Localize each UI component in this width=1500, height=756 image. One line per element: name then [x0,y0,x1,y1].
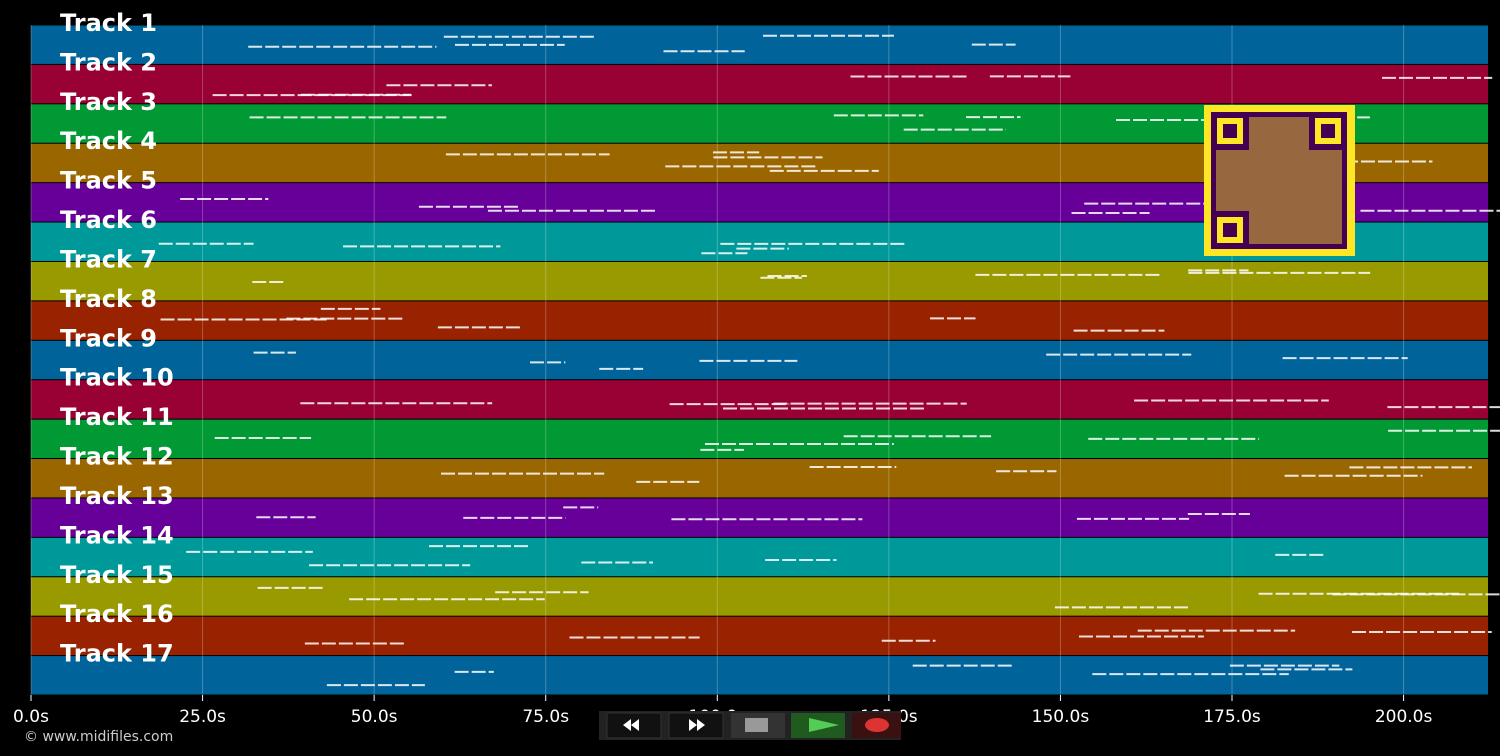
x-tick-label: 0.0s [13,707,49,727]
track-band [31,616,1488,656]
track-label: Track 3 [60,88,157,116]
track-label: Track 17 [60,640,174,668]
track-label: Track 5 [60,167,157,195]
x-tick-label: 25.0s [179,707,226,727]
track-label: Track 14 [60,521,174,549]
x-tick-label: 75.0s [522,707,569,727]
track-label: Track 10 [60,364,174,392]
notes [158,34,1500,687]
track-band [31,380,1488,419]
x-tick-label: 175.0s [1203,707,1261,727]
track-label: Track 8 [60,285,157,313]
track-label: Track 1 [60,9,157,37]
track-band [31,261,1488,301]
track-band [31,25,1488,64]
x-tick-label: 50.0s [351,707,398,727]
track-label: Track 4 [60,127,157,155]
x-tick-label: 200.0s [1375,707,1433,727]
track-label: Track 9 [60,324,157,352]
track-label: Track 13 [60,482,174,510]
track-band [31,577,1488,616]
transport [599,711,901,740]
track-band [31,301,1488,340]
track-band [31,498,1488,537]
credit: © www.midifiles.com [24,729,173,745]
track-label: Track 7 [60,245,157,273]
track-band [31,459,1488,498]
track-labels: Track 1 Track 2 Track 3 Track 4 Track 5 Track… [60,9,174,668]
track-label: Track 6 [60,206,157,234]
x-tick-label: 150.0s [1032,707,1090,727]
track-label: Track 12 [60,443,174,471]
qr-code [1204,105,1355,256]
track-label: Track 15 [60,561,174,589]
track-label: Track 11 [60,403,174,431]
track-band [31,656,1488,695]
track-band [31,537,1488,577]
play-button[interactable] [791,713,845,738]
rewind-button[interactable] [606,712,662,739]
track-band [31,64,1488,104]
track-label: Track 16 [60,600,174,628]
forward-button[interactable] [668,712,724,739]
record-button[interactable] [852,713,901,738]
stop-button[interactable] [731,713,785,738]
track-label: Track 2 [60,48,157,76]
